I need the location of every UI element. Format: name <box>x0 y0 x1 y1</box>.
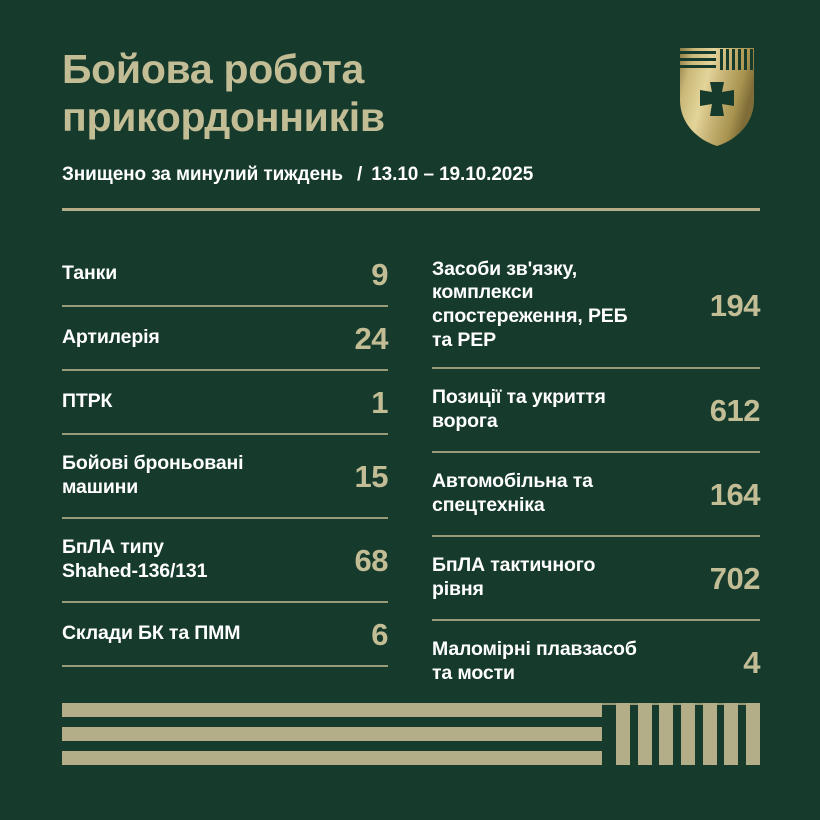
stat-label: Танки <box>62 262 118 285</box>
ornament-vert <box>724 703 739 765</box>
stats-columns: Танки 9 Артилерія 24 ПТРК 1 Бойові бронь… <box>0 243 820 705</box>
subtitle-text: Знищено за минулий тиждень <box>62 163 343 185</box>
stat-value: 24 <box>354 320 389 356</box>
table-row: БпЛА типу Shahed-136/131 68 <box>62 519 389 603</box>
ornament-bar <box>62 751 602 765</box>
stat-value: 194 <box>709 287 761 323</box>
table-row: БпЛА тактичного рівня 702 <box>432 537 761 621</box>
stat-label: Засоби зв'язку, комплекси спостереження,… <box>432 257 628 351</box>
ornament-vert <box>637 703 652 765</box>
table-row: Маломірні плавзасоб та мости 4 <box>432 621 760 705</box>
stat-label: Бойові броньовані машини <box>62 452 244 498</box>
date-range: 13.10 – 19.10.2025 <box>371 163 534 185</box>
ornament-vert <box>680 703 695 765</box>
ornament-vert <box>702 703 717 765</box>
stat-value: 612 <box>709 392 761 428</box>
table-row: ПТРК 1 <box>62 371 388 435</box>
subtitle-separator: / <box>356 163 363 185</box>
stat-label: Позиції та укриття ворога <box>432 386 606 432</box>
ornament-bar <box>62 727 602 741</box>
table-row: Танки 9 <box>62 243 388 307</box>
ornament-vert <box>616 703 630 765</box>
ornament-vertical-bars <box>616 703 760 765</box>
ornament-bar <box>62 703 602 717</box>
stat-value: 702 <box>709 560 761 596</box>
stat-label: Склади БК та ПММ <box>62 622 241 645</box>
stat-value: 68 <box>354 542 389 578</box>
stat-value: 164 <box>709 476 761 512</box>
ornament-vert <box>745 703 760 765</box>
stat-value: 15 <box>354 458 389 494</box>
subtitle-row: Знищено за минулий тиждень / 13.10 – 19.… <box>62 164 760 186</box>
table-row: Позиції та укриття ворога 612 <box>432 369 761 453</box>
table-row: Автомобільна та спецтехніка 164 <box>432 453 761 537</box>
stats-column-left: Танки 9 Артилерія 24 ПТРК 1 Бойові бронь… <box>62 243 389 705</box>
ornament-vert <box>659 703 674 765</box>
stat-label: ПТРК <box>62 390 113 413</box>
stat-value: 4 <box>743 644 760 680</box>
table-row: Бойові броньовані машини 15 <box>62 435 389 519</box>
ornament-horizontal-bars <box>62 703 602 765</box>
stats-column-right: Засоби зв'язку, комплекси спостереження,… <box>432 243 761 705</box>
shield-emblem-icon <box>678 44 756 148</box>
header-divider <box>62 208 760 211</box>
stat-value: 9 <box>371 256 388 292</box>
bottom-ornament <box>62 703 760 765</box>
table-row: Склади БК та ПММ 6 <box>62 603 388 667</box>
stat-label: Маломірні плавзасоб та мости <box>432 638 637 684</box>
stat-label: БпЛА типу Shahed-136/131 <box>62 536 208 582</box>
stat-label: Артилерія <box>62 326 160 349</box>
stat-label: БпЛА тактичного рівня <box>432 554 596 600</box>
page-title: Бойова робота прикордонників <box>62 46 385 140</box>
stat-value: 1 <box>371 384 388 420</box>
table-row: Засоби зв'язку, комплекси спостереження,… <box>432 243 761 369</box>
table-row: Артилерія 24 <box>62 307 389 371</box>
header: Бойова робота прикордонників Знищено за … <box>62 46 760 186</box>
stat-label: Автомобільна та спецтехніка <box>432 470 593 516</box>
stat-value: 6 <box>371 616 388 652</box>
